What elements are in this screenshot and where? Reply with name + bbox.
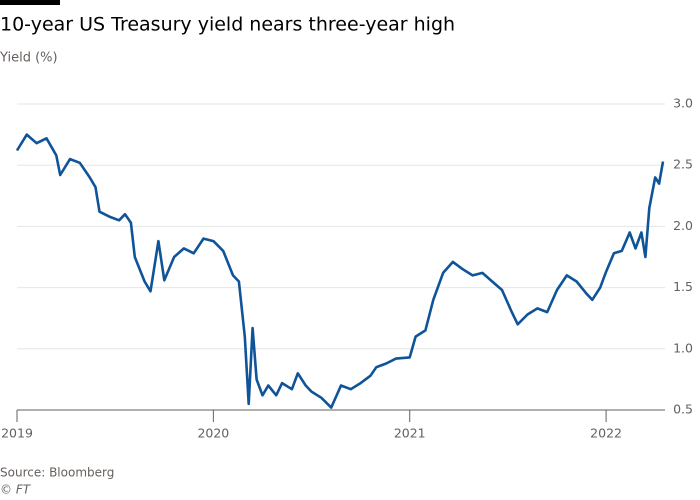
y-tick-label: 2.0 xyxy=(673,218,693,233)
y-tick-label: 1.0 xyxy=(673,340,693,355)
y-tick-label: 2.5 xyxy=(673,157,693,172)
yield-line xyxy=(15,133,665,409)
chart-title: 10-year US Treasury yield nears three-ye… xyxy=(0,14,455,36)
y-tick-label: 1.5 xyxy=(673,279,693,294)
y-tick-label: 3.0 xyxy=(673,96,693,111)
x-tick-label: 2021 xyxy=(394,426,426,441)
x-tick-label: 2020 xyxy=(197,426,229,441)
x-tick-label: 2019 xyxy=(1,426,33,441)
chart-subtitle: Yield (%) xyxy=(0,51,58,66)
y-tick-label: 0.5 xyxy=(673,402,693,417)
brand-bar xyxy=(0,0,60,5)
credit: © FT xyxy=(0,483,32,497)
x-tick-label: 2022 xyxy=(590,426,622,441)
source: Source: Bloomberg xyxy=(0,466,114,480)
